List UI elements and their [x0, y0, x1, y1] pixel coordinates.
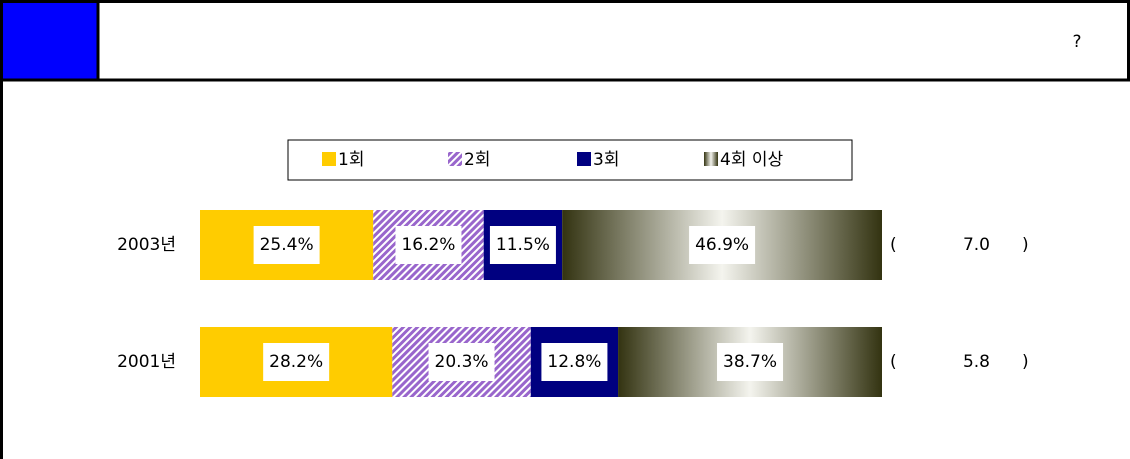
- legend-swatch: [448, 152, 462, 166]
- paren-open: (: [890, 235, 897, 255]
- header-block: [1, 1, 98, 80]
- paren-close: ): [1022, 235, 1029, 255]
- legend-swatch: [577, 152, 591, 166]
- value-label-box: [689, 226, 756, 264]
- legend: [287, 139, 853, 181]
- category-label: 2003년: [117, 235, 176, 255]
- legend-swatch: [704, 152, 718, 166]
- legend-label: 4회 이상: [720, 150, 783, 170]
- header-title: ?: [1072, 32, 1081, 52]
- value-label-box: [489, 226, 556, 264]
- value-label-box: [263, 343, 330, 381]
- value-label-box: [541, 343, 608, 381]
- value-label: 46.9%: [695, 235, 749, 255]
- category-label: 2001년: [117, 352, 176, 372]
- value-label: 25.4%: [260, 235, 314, 255]
- value-label: 16.2%: [401, 235, 455, 255]
- value-label-box: [717, 343, 784, 381]
- paren-close: ): [1022, 352, 1029, 372]
- paren-open: (: [890, 352, 897, 372]
- value-label: 12.8%: [547, 352, 601, 372]
- value-label: 20.3%: [435, 352, 489, 372]
- legend-swatch: [322, 152, 336, 166]
- annotation: 5.8: [963, 352, 990, 372]
- legend-label: 1회: [338, 150, 364, 170]
- value-label-box: [428, 343, 495, 381]
- value-label: 38.7%: [723, 352, 777, 372]
- legend-label: 3회: [593, 150, 619, 170]
- value-label-box: [253, 226, 320, 264]
- value-label: 28.2%: [269, 352, 323, 372]
- value-label: 11.5%: [496, 235, 550, 255]
- legend-label: 2회: [464, 150, 490, 170]
- annotation: 7.0: [963, 235, 990, 255]
- value-label-box: [395, 226, 462, 264]
